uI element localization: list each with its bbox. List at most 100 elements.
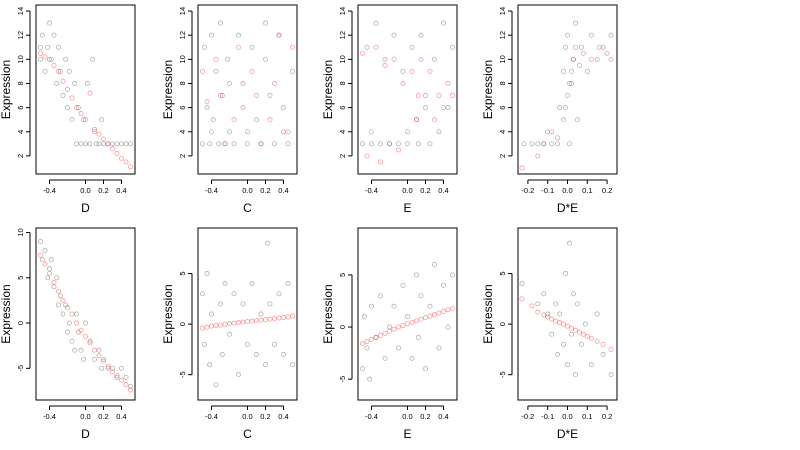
fitted-point: [441, 105, 446, 111]
fitted-point: [231, 320, 237, 326]
x-tick-label: 0.2: [420, 186, 430, 195]
y-axis-label: Expression: [0, 60, 13, 119]
observed-point: [204, 271, 210, 276]
observed-point: [396, 141, 401, 147]
observed-point: [222, 141, 228, 147]
x-tick-label: -0.4: [205, 412, 218, 421]
x-tick-label: 0.2: [260, 412, 270, 421]
observed-point: [360, 141, 365, 147]
observed-point: [563, 44, 568, 50]
observed-point: [258, 311, 264, 317]
observed-point: [227, 331, 232, 337]
observed-point: [600, 352, 606, 357]
fitted-point: [78, 327, 84, 333]
x-axis-label: D*E: [557, 427, 578, 441]
observed-point: [78, 141, 84, 147]
fitted-point: [450, 305, 455, 311]
x-tick-label: -0.4: [205, 186, 218, 195]
fitted-point: [561, 321, 566, 327]
y-tick-label: 12: [178, 31, 187, 39]
observed-point: [75, 329, 81, 335]
fitted-point: [56, 288, 61, 294]
fitted-point: [83, 117, 88, 123]
observed-point: [565, 32, 570, 38]
observed-point: [72, 81, 78, 86]
x-tick-label: -0.1: [541, 186, 554, 195]
x-axis: -0.4 0.0 0.2 0.4: [365, 405, 449, 421]
y-axis: -5 0 5 10: [16, 228, 31, 372]
observed-point: [207, 362, 213, 368]
y-axis-label: Expression: [0, 284, 13, 343]
fitted-point: [101, 136, 106, 142]
observed-point: [123, 374, 129, 380]
fitted-point: [42, 261, 48, 267]
observed-point: [519, 281, 525, 287]
fitted-point: [529, 303, 535, 309]
observed-point: [563, 271, 568, 276]
y-tick-label: 2: [338, 154, 347, 158]
fitted-point: [249, 318, 255, 324]
observed-point: [45, 44, 51, 50]
y-tick-label: 14: [178, 7, 187, 15]
observed-point: [66, 68, 72, 74]
observed-point: [254, 352, 259, 357]
observed-point: [218, 20, 223, 26]
observed-point: [245, 141, 250, 147]
observed-point: [378, 293, 383, 299]
observed-point: [553, 301, 559, 307]
observed-point: [400, 282, 406, 288]
fitted-point: [418, 56, 424, 62]
fitted-point: [569, 68, 574, 74]
observed-point: [272, 141, 277, 147]
fitted-point: [378, 159, 383, 165]
observed-point: [57, 293, 63, 299]
fitted-point: [387, 328, 392, 334]
fitted-point: [83, 334, 88, 340]
scatter-panel-4: -0.2 -0.1 0.0 0.1 0.2 D*E 2 4 6 8 10 12 14 Expression: [481, 4, 618, 215]
observed-point: [574, 301, 580, 307]
observed-point: [51, 32, 57, 38]
observed-point: [78, 347, 84, 353]
observed-point: [450, 272, 455, 278]
fitted-point: [378, 332, 383, 338]
y-tick-label: 4: [498, 130, 507, 134]
observed-point: [373, 20, 379, 26]
y-tick-label: 2: [16, 154, 25, 158]
fitted-point: [222, 321, 228, 327]
fitted-point: [570, 56, 576, 62]
plot-frame: [35, 4, 136, 175]
plot-frame: [517, 4, 618, 175]
y-axis: 2 4 6 8 10 12 14: [178, 7, 193, 158]
x-tick-label: 0.4: [278, 186, 288, 195]
observed-point: [105, 141, 111, 147]
x-tick-label: -0.4: [365, 412, 378, 421]
fitted-point: [600, 341, 606, 347]
y-tick-label: -5: [178, 371, 187, 378]
fitted-point: [87, 340, 93, 346]
observed-point: [87, 141, 93, 147]
observed-point: [521, 141, 527, 147]
observed-point: [545, 129, 551, 135]
fitted-point: [580, 50, 586, 56]
y-tick-label: 8: [178, 81, 187, 85]
fitted-point: [218, 322, 223, 328]
observed-point: [409, 44, 415, 50]
observed-point: [391, 32, 397, 38]
fitted-point: [105, 364, 111, 369]
observed-point: [414, 117, 419, 123]
observed-point: [578, 341, 584, 347]
fitted-point: [281, 105, 286, 111]
observed-point: [418, 293, 424, 299]
fitted-point: [519, 296, 525, 302]
fitted-point: [258, 141, 264, 147]
observed-point: [99, 365, 105, 371]
observed-point: [210, 117, 216, 123]
observed-point: [69, 338, 75, 344]
observed-point: [567, 240, 572, 246]
observed-point: [87, 338, 93, 344]
observed-point: [60, 311, 66, 317]
fitted-point: [65, 305, 70, 311]
observed-point: [200, 291, 205, 297]
observed-point: [65, 105, 70, 111]
observed-point: [227, 129, 232, 135]
